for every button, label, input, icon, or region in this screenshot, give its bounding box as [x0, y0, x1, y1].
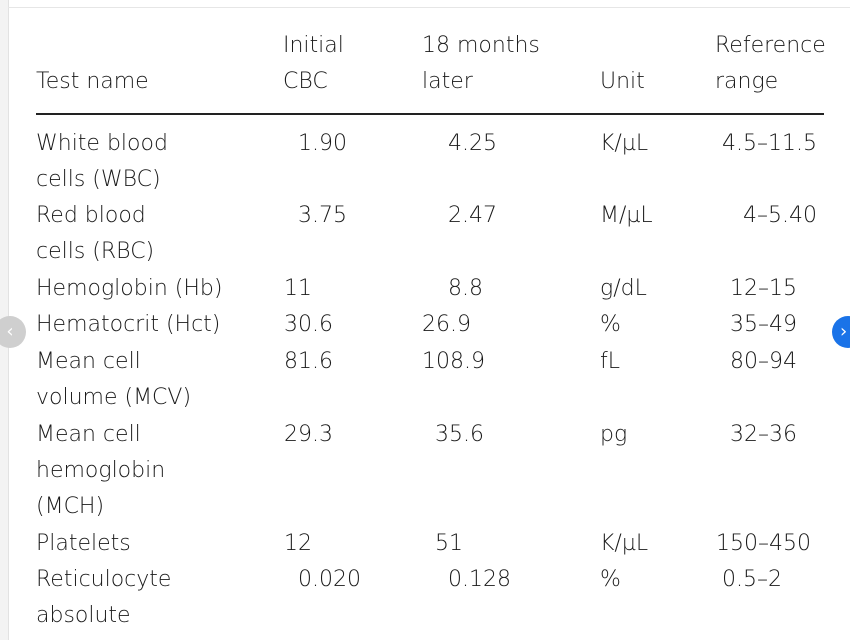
row-hct-later: 26.9: [422, 312, 471, 337]
row-mch-name: Mean cell hemoglobin (MCH): [36, 422, 166, 519]
header-test-name: Test name: [36, 69, 149, 94]
cbc-table: Test name Initial CBC 18 months later Un…: [36, 0, 826, 640]
row-mcv-later: 108.9: [422, 349, 485, 374]
header-18-months-later: 18 months later: [422, 33, 540, 94]
row-mcv-unit: fL: [600, 349, 621, 374]
row-platelets-name: Platelets: [36, 531, 131, 556]
row-mch-reference: 32–36: [730, 422, 797, 447]
row-platelets-initial: 12: [284, 531, 312, 556]
row-mch-later: 35.6: [435, 422, 484, 447]
row-rbc-name: Red blood cells (RBC): [36, 203, 155, 264]
row-reticulocyte-unit: %: [600, 567, 621, 592]
next-page-button[interactable]: ›: [832, 316, 850, 348]
row-wbc-initial: 1.90: [298, 131, 347, 156]
row-reticulocyte-reference: 0.5–2: [722, 567, 782, 592]
chevron-right-icon: ›: [840, 321, 848, 342]
row-platelets-later: 51: [435, 531, 463, 556]
row-hb-name: Hemoglobin (Hb): [36, 276, 223, 301]
row-reticulocyte-later: 0.128: [448, 567, 511, 592]
row-platelets-reference: 150–450: [716, 531, 811, 556]
top-divider: [8, 7, 850, 8]
row-hct-initial: 30.6: [284, 312, 333, 337]
header-reference-range: Reference range: [715, 33, 826, 94]
row-rbc-later: 2.47: [448, 203, 497, 228]
row-rbc-initial: 3.75: [298, 203, 347, 228]
row-wbc-name: White blood cells (WBC): [36, 131, 168, 192]
row-mch-initial: 29.3: [284, 422, 333, 447]
row-hct-unit: %: [600, 312, 621, 337]
row-wbc-unit: K/µL: [600, 131, 649, 156]
row-mcv-reference: 80–94: [730, 349, 797, 374]
row-wbc-reference: 4.5–11.5: [722, 131, 817, 156]
row-platelets-unit: K/µL: [600, 531, 649, 556]
header-unit: Unit: [600, 69, 645, 94]
row-mch-unit: pg: [600, 422, 628, 447]
row-rbc-reference: 4–5.40: [743, 203, 817, 228]
row-mcv-name: Mean cell volume (MCV): [36, 349, 192, 410]
row-reticulocyte-name: Reticulocyte absolute: [36, 567, 172, 628]
row-wbc-later: 4.25: [448, 131, 497, 156]
row-hb-reference: 12–15: [730, 276, 797, 301]
header-initial-cbc: Initial CBC: [283, 33, 344, 94]
row-hb-unit: g/dL: [600, 276, 647, 301]
row-hct-reference: 35–49: [730, 312, 797, 337]
row-reticulocyte-initial: 0.020: [298, 567, 361, 592]
previous-page-button[interactable]: ‹: [0, 316, 26, 348]
row-hct-name: Hematocrit (Hct): [36, 312, 221, 337]
header-rule: [36, 113, 824, 115]
row-mcv-initial: 81.6: [284, 349, 333, 374]
row-hb-later: 8.8: [448, 276, 483, 301]
row-hb-initial: 11: [284, 276, 312, 301]
row-rbc-unit: M/µL: [600, 203, 653, 228]
chevron-left-icon: ‹: [6, 321, 14, 342]
